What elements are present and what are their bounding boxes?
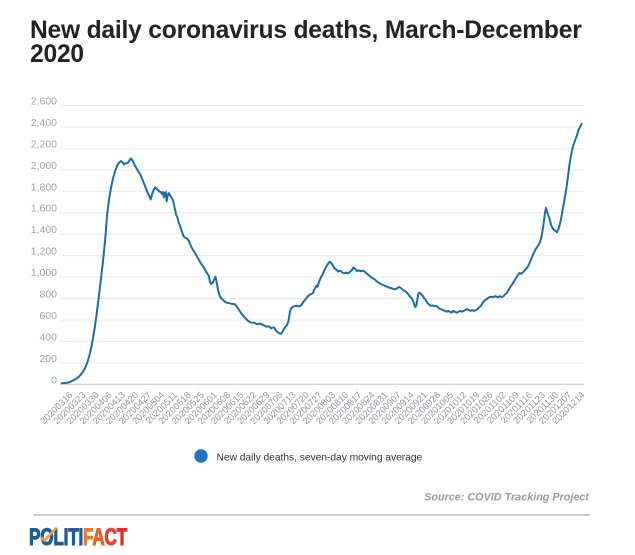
svg-text:400: 400 xyxy=(39,331,57,343)
svg-text:1,800: 1,800 xyxy=(31,181,57,193)
svg-text:2,600: 2,600 xyxy=(31,95,57,107)
svg-text:Source: COVID Tracking Project: Source: COVID Tracking Project xyxy=(424,492,589,504)
svg-text:1,200: 1,200 xyxy=(31,246,57,258)
svg-text:New daily deaths, seven-day mo: New daily deaths, seven-day moving avera… xyxy=(217,453,423,464)
svg-text:1,000: 1,000 xyxy=(31,267,57,279)
svg-text:2,000: 2,000 xyxy=(31,160,57,172)
svg-text:800: 800 xyxy=(39,289,57,301)
svg-text:1,400: 1,400 xyxy=(31,224,57,236)
svg-text:1,600: 1,600 xyxy=(31,203,57,215)
svg-text:2,400: 2,400 xyxy=(31,117,57,129)
svg-text:0: 0 xyxy=(51,374,57,386)
svg-text:2,200: 2,200 xyxy=(31,138,57,150)
svg-text:600: 600 xyxy=(39,310,57,322)
svg-text:200: 200 xyxy=(39,353,57,365)
